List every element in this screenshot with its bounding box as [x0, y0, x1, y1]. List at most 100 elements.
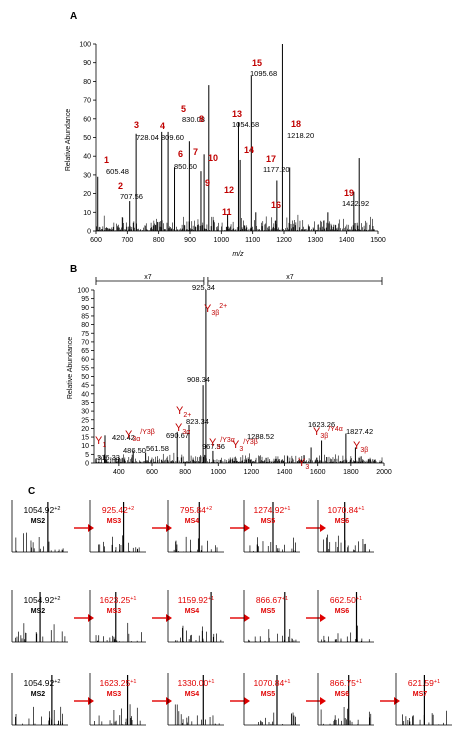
msn-arrow-head [166, 614, 172, 622]
chart-b-x7-right: x7 [286, 274, 294, 281]
msn-arrow-head [166, 524, 172, 532]
chart-a-peak-number: 10 [208, 153, 218, 163]
chart-b-ion-label: Y3/Y3β [232, 439, 258, 453]
chart-b-x7-left: x7 [144, 274, 152, 281]
chart-a-peak-number: 9 [205, 178, 210, 188]
msn-precursor-mz: 1070.84+1 [253, 678, 290, 688]
chart-b-ytick-label: 20 [81, 426, 89, 433]
chart-a-xlabel: m/z [232, 251, 244, 258]
msn-precursor-mz: 1274.92+1 [253, 505, 290, 515]
chart-b-peak-mz: 967.56 [202, 442, 225, 451]
chart-a-xtick-label: 1000 [214, 237, 230, 244]
chart-a-ytick-label: 30 [83, 172, 91, 179]
chart-b-ion-label: Y3β2+ [204, 303, 227, 317]
chart-b-xtick-label: 2000 [376, 469, 392, 476]
msn-spectrum: 662.50+1 MS6 [317, 590, 374, 643]
msn-spectrum: 1054.92+2 MS2 [11, 673, 94, 726]
msn-arrow-head [244, 614, 250, 622]
panel-a-label: A [70, 11, 77, 22]
chart-a-peak-number: 13 [232, 109, 242, 119]
chart-b-ytick-label: 55 [81, 365, 89, 372]
msn-stage-label: MS7 [413, 691, 428, 698]
panel-c-label: C [28, 486, 35, 497]
msn-precursor-mz: 1070.84+1 [327, 505, 364, 515]
msn-stage-label: MS5 [261, 518, 276, 525]
chart-b-ytick-label: 90 [81, 305, 89, 312]
chart-a-peak-mz: 1177.20 [263, 165, 290, 174]
chart-b-peak-mz: 823.34 [186, 417, 209, 426]
chart-a-peak-number: 7 [193, 147, 198, 157]
msn-spectrum: 866.67+1 MS5 [243, 590, 326, 643]
chart-b-ytick-label: 80 [81, 322, 89, 329]
chart-a-ytick-label: 0 [87, 229, 91, 236]
chart-a-xtick-label: 1400 [339, 237, 355, 244]
chart-a-peak-mz: 1218.20 [287, 131, 314, 140]
chart-a-peak-mz: 728.04 [136, 133, 159, 142]
chart-b-xtick-label: 1600 [310, 469, 326, 476]
chart-a-ytick-label: 90 [83, 60, 91, 67]
chart-a-peak-number: 6 [178, 149, 183, 159]
chart-a-peak-number: 18 [291, 119, 301, 129]
chart-b-peak-mz: 486.50 [123, 446, 146, 455]
chart-b-peak-mz: 316.33 [97, 453, 120, 462]
chart-b-peak-mz: 1623.26 [308, 420, 335, 429]
chart-b-ion-label: Y3α [175, 422, 190, 436]
chart-a-xtick-label: 1200 [276, 237, 292, 244]
chart-b-xtick-label: 1000 [210, 469, 226, 476]
chart-a-peak-number: 11 [222, 207, 232, 217]
chart-b-ion-label: Y1 [95, 435, 106, 449]
chart-b-ion-label: Y3α/Y3β [125, 429, 155, 443]
chart-a-ytick-label: 20 [83, 191, 91, 198]
chart-b-ytick-label: 65 [81, 348, 89, 355]
msn-precursor-mz: 1054.92+2 [23, 678, 60, 688]
chart-a-xtick-label: 1100 [245, 237, 260, 244]
chart-b-ytick-label: 5 [85, 452, 89, 459]
chart-a-xtick-label: 800 [153, 237, 165, 244]
msn-stage-label: MS6 [335, 691, 350, 698]
msn-stage-label: MS2 [31, 518, 46, 525]
chart-b-xtick-label: 800 [179, 469, 191, 476]
chart-a-peak-number: 14 [244, 145, 254, 155]
chart-b-ytick-label: 100 [77, 288, 89, 295]
chart-a-peak-number: 5 [181, 104, 186, 114]
chart-b-ytick-label: 0 [85, 461, 89, 468]
chart-a-ytick-label: 50 [83, 135, 91, 142]
chart-b-ytick-label: 35 [81, 400, 89, 407]
msn-spectrum: 925.42+2 MS3 [89, 500, 172, 553]
chart-a-xtick-label: 700 [121, 237, 133, 244]
chart-a-peak-number: 2 [118, 181, 123, 191]
msn-stage-label: MS4 [185, 608, 200, 615]
chart-a-peak-number: 15 [252, 58, 262, 68]
msn-precursor-mz: 925.42+2 [102, 505, 134, 515]
msn-arrow-head [320, 614, 326, 622]
msn-spectrum: 1070.84+1 MS6 [317, 500, 374, 553]
chart-b-xtick-label: 400 [113, 469, 125, 476]
chart-a-peak-number: 4 [160, 121, 165, 131]
chart-a-peak-number: 19 [344, 188, 354, 198]
msn-precursor-mz: 1159.92+1 [178, 595, 214, 605]
chart-a-xtick-label: 1300 [308, 237, 324, 244]
chart-a-peak-number: 8 [199, 114, 204, 124]
chart-a-peak-number: 17 [266, 154, 276, 164]
msn-precursor-mz: 866.67+1 [256, 595, 288, 605]
chart-b-peak-mz: 1288.52 [247, 432, 274, 441]
msn-stage-label: MS2 [31, 608, 46, 615]
msn-spectrum: 1054.92+2 MS2 [11, 590, 94, 643]
chart-a-peak-mz: 707.56 [120, 192, 143, 201]
msn-precursor-mz: 866.75+1 [330, 678, 362, 688]
chart-a-peak-mz: 850.60 [174, 162, 197, 171]
chart-a-peak-mz: 1095.68 [250, 69, 277, 78]
chart-a-peak-number: 12 [224, 185, 234, 195]
msn-stage-label: MS3 [107, 518, 122, 525]
chart-a-xtick-label: 600 [90, 237, 102, 244]
msn-spectrum: 1159.92+1 MS4 [167, 590, 250, 643]
msn-stage-label: MS5 [261, 691, 276, 698]
chart-b-xtick-label: 600 [146, 469, 158, 476]
chart-b-ytick-label: 60 [81, 357, 89, 364]
msn-precursor-mz: 621.59+1 [408, 678, 440, 688]
chart-a-peak-mz: 1422.92 [342, 199, 369, 208]
msn-arrow-head [88, 614, 94, 622]
